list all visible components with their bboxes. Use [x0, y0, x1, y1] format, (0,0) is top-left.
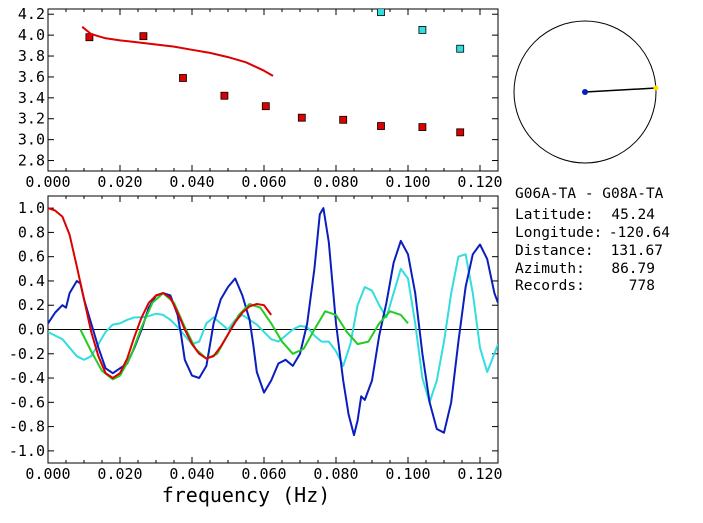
data-point-cyan — [377, 9, 385, 17]
info-value-azimuth: 86.79 — [611, 261, 655, 277]
x-tick-label: 0.020 — [97, 465, 142, 483]
plot-frame — [47, 8, 499, 172]
azimuth-end-marker — [653, 85, 659, 91]
y-tick-label: -0.8 — [9, 418, 45, 436]
y-tick-label: 3.6 — [18, 68, 45, 86]
azimuth-circle — [513, 20, 659, 164]
y-tick-label: 0.0 — [18, 321, 45, 339]
data-point-red — [418, 123, 427, 132]
data-point-red — [179, 74, 187, 82]
azimuth-circle-outline — [513, 20, 657, 164]
y-tick-label: -0.4 — [9, 369, 45, 387]
data-point-cyan — [418, 26, 427, 34]
plot-area — [81, 9, 465, 137]
y-tick-label: -0.2 — [9, 345, 45, 363]
data-point-cyan — [456, 44, 465, 53]
y-tick-label: -1.0 — [9, 442, 45, 460]
station-dot — [582, 89, 588, 95]
x-tick-label: 0.100 — [385, 465, 430, 483]
info-value-latitude: 45.24 — [611, 207, 655, 223]
x-tick-label: 0.060 — [241, 465, 286, 483]
x-tick-label: 0.100 — [385, 173, 430, 191]
y-tick-label: 4.0 — [18, 26, 45, 44]
x-tick-label: 0.040 — [169, 173, 214, 191]
station-pair: G06A-TA - G08A-TA — [515, 186, 664, 202]
info-label-longitude: Longitude: — [515, 225, 602, 241]
y-tick-label: 2.8 — [18, 152, 45, 170]
data-point-red — [139, 32, 148, 41]
y-tick-label: 3.0 — [18, 131, 45, 149]
info-value-longitude: -120.64 — [609, 225, 670, 241]
data-point-red — [220, 91, 229, 100]
series-line-cyan — [48, 253, 498, 404]
x-tick-label: 0.080 — [313, 465, 358, 483]
data-point-red — [261, 102, 270, 111]
y-tick-label: 0.6 — [18, 248, 45, 266]
series-line-red — [48, 207, 273, 379]
y-tick-label: 0.8 — [18, 223, 45, 241]
y-tick-label: 4.2 — [18, 5, 45, 23]
data-point-red — [339, 115, 348, 124]
info-label-records: Records: — [515, 278, 585, 294]
series-line-red — [81, 26, 274, 77]
plot-area — [48, 207, 498, 437]
series-line-blue — [48, 207, 498, 437]
y-tick-label: 3.2 — [18, 110, 45, 128]
x-tick-label: 0.080 — [313, 173, 358, 191]
info-panel: G06A-TA - G08A-TA Latitude: 45.24 Longit… — [515, 186, 670, 294]
data-point-red — [456, 128, 465, 137]
data-point-red — [297, 113, 306, 122]
y-tick-label: 1.0 — [18, 199, 45, 217]
y-tick-label: 0.2 — [18, 296, 45, 314]
top-chart: 0.000 0.020 0.040 0.060 0.080 0.100 0.120 2.8 3.… — [18, 5, 503, 191]
x-tick-label: 0.000 — [25, 465, 70, 483]
x-tick-label: 0.020 — [97, 173, 142, 191]
y-tick-label: 0.4 — [18, 272, 45, 290]
x-tick-label: 0.120 — [457, 173, 502, 191]
bottom-chart: 0.000 0.020 0.040 0.060 0.080 0.100 0.120 1.0 0.… — [9, 195, 503, 483]
x-tick-label: 0.000 — [25, 173, 70, 191]
y-tick-label: 3.8 — [18, 47, 45, 65]
y-tick-label: 3.4 — [18, 89, 45, 107]
info-label-latitude: Latitude: — [515, 207, 594, 223]
series-line-green — [79, 292, 409, 381]
info-label-azimuth: Azimuth: — [515, 261, 585, 277]
x-axis-title: frequency (Hz) — [162, 483, 331, 507]
y-tick-label: -0.6 — [9, 393, 45, 411]
x-tick-label: 0.040 — [169, 465, 214, 483]
info-label-distance: Distance: — [515, 243, 594, 259]
data-point-red — [377, 122, 385, 130]
x-tick-label: 0.120 — [457, 465, 502, 483]
info-value-records: 778 — [629, 278, 655, 294]
info-value-distance: 131.67 — [611, 243, 663, 259]
azimuth-line — [584, 87, 656, 93]
x-tick-label: 0.060 — [241, 173, 286, 191]
